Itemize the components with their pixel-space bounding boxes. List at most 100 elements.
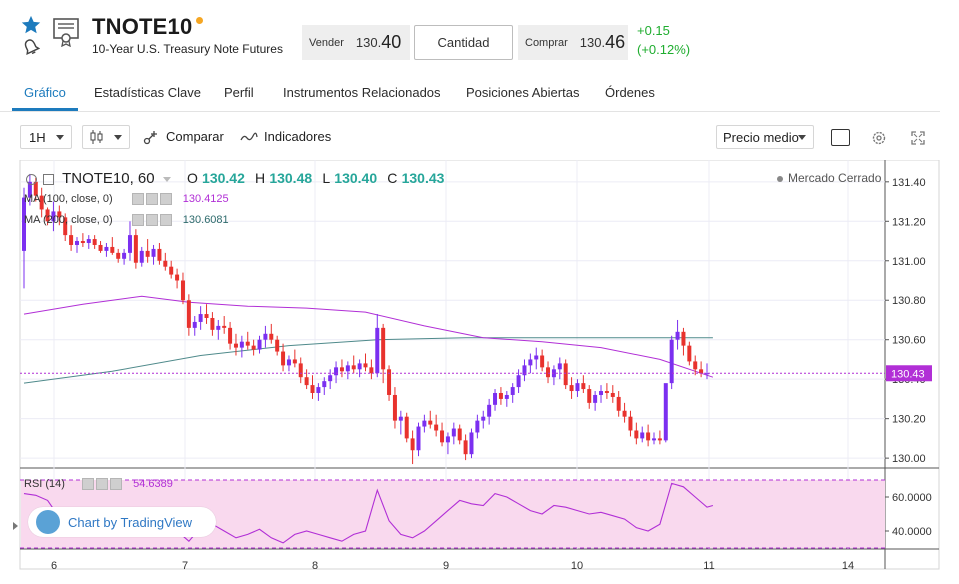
candle-body <box>416 426 421 451</box>
legend-low-value: 130.40 <box>334 170 378 186</box>
candle-body <box>39 195 44 210</box>
compare-button[interactable]: Comparar <box>166 129 224 144</box>
candle-body <box>634 430 639 439</box>
candle-body <box>145 250 150 257</box>
gear-icon[interactable] <box>871 130 887 146</box>
eye-icon[interactable] <box>82 478 95 491</box>
candle-body <box>357 363 362 370</box>
candle-body <box>269 333 274 340</box>
x-tick-label: 6 <box>51 560 57 572</box>
tradingview-badge[interactable]: Chart by TradingView <box>28 507 216 537</box>
chart-toolbar: 1H Comparar Indicadores Precio medio <box>0 122 940 154</box>
candle-body <box>457 428 462 441</box>
chevron-down-icon <box>56 135 64 140</box>
candlestick-icon <box>90 130 103 144</box>
candle-body <box>27 181 32 198</box>
chart-area[interactable]: 6 7 8 9 10 11 14 131.40 131.20 131.00 130.80 130.60… <box>0 160 959 584</box>
compare-icon[interactable] <box>143 130 161 146</box>
settings-icon[interactable] <box>145 193 158 206</box>
rsi-value: 54.6389 <box>133 478 173 490</box>
candle-body <box>510 387 515 395</box>
candle-body <box>640 432 645 439</box>
legend-collapse-icon[interactable] <box>26 173 37 185</box>
candle-body <box>593 394 598 403</box>
candle-body <box>275 339 280 352</box>
indicators-button[interactable]: Indicadores <box>264 129 332 144</box>
candle-body <box>198 314 203 322</box>
price-type-value: Precio medio <box>723 129 799 145</box>
tab-estadisticas-clave[interactable]: Estadísticas Clave <box>94 85 201 100</box>
indicators-icon[interactable] <box>240 130 258 146</box>
status-indicator <box>777 175 783 182</box>
candle-body <box>581 383 586 390</box>
tab-instrumentos-relacionados[interactable]: Instrumentos Relacionados <box>283 85 441 100</box>
status-dot <box>196 17 203 24</box>
tab-posiciones-abiertas[interactable]: Posiciones Abiertas <box>466 85 580 100</box>
tab-perfil[interactable]: Perfil <box>224 85 254 100</box>
ma100-controls <box>131 193 174 206</box>
candle-body <box>298 363 303 378</box>
price-change: +0.15 (+0.12%) <box>637 21 690 59</box>
candle-body <box>557 363 562 370</box>
y-tick-label: 131.20 <box>892 216 926 228</box>
candle-body <box>86 239 91 243</box>
candle-body <box>375 327 380 374</box>
candle-body <box>675 331 680 340</box>
candle-body <box>180 280 185 301</box>
eye-icon[interactable] <box>131 214 144 227</box>
candle-body <box>504 394 509 399</box>
candle-body <box>599 391 604 395</box>
snapshot-icon[interactable] <box>831 129 850 146</box>
candle-body <box>534 355 539 360</box>
candle-body <box>369 367 374 374</box>
candle-body <box>22 197 26 251</box>
candle-body <box>481 416 486 421</box>
candle-body <box>245 341 250 346</box>
sell-button[interactable]: Vender 130. 40 <box>302 25 410 60</box>
interval-select[interactable]: 1H <box>20 125 72 149</box>
eye-icon[interactable] <box>131 193 144 206</box>
y-tick-label: 131.00 <box>892 256 926 268</box>
tab-grafico[interactable]: Gráfico <box>24 85 66 100</box>
candle-body <box>204 314 209 318</box>
tab-ordenes[interactable]: Órdenes <box>605 85 655 100</box>
settings-icon[interactable] <box>96 478 109 491</box>
close-icon[interactable] <box>159 193 172 206</box>
candle-body <box>304 377 309 386</box>
y-tick-label: 130.80 <box>892 295 926 307</box>
quantity-button[interactable]: Cantidad <box>414 25 513 60</box>
legend-box-icon[interactable] <box>43 173 55 185</box>
x-tick-label: 8 <box>312 560 318 572</box>
star-icon[interactable] <box>20 14 42 36</box>
candle-body <box>392 394 397 421</box>
price-type-select[interactable]: Precio medio <box>716 125 814 149</box>
header-icons <box>20 14 44 56</box>
candle-body <box>463 440 468 455</box>
legend-high-label: H <box>255 170 266 186</box>
candle-body <box>616 396 621 411</box>
candle-body <box>493 393 498 405</box>
tradingview-logo-icon <box>36 510 60 534</box>
candle-body <box>363 363 368 368</box>
settings-icon[interactable] <box>145 214 158 227</box>
certificate-icon[interactable] <box>52 17 80 47</box>
candle-body <box>127 235 132 253</box>
chevron-down-icon[interactable] <box>162 176 171 182</box>
close-icon[interactable] <box>110 478 123 491</box>
candle-body <box>163 260 168 267</box>
candle-body <box>669 339 674 384</box>
legend-ma200: MA (200, close, 0) 130.6081 <box>24 214 229 227</box>
candle-body <box>440 430 445 443</box>
candle-body <box>175 274 180 281</box>
legend-rsi: RSI (14) 54.6389 <box>24 478 173 491</box>
fullscreen-icon[interactable] <box>911 131 925 145</box>
buy-button[interactable]: Comprar 130. 46 <box>518 25 628 60</box>
legend-close-value: 130.43 <box>401 170 445 186</box>
chart-type-select[interactable] <box>82 125 130 149</box>
candle-body <box>422 420 427 427</box>
bell-icon[interactable] <box>22 38 40 56</box>
market-status-text: Mercado Cerrado <box>788 171 882 185</box>
active-tab-indicator <box>12 108 78 111</box>
close-icon[interactable] <box>159 214 172 227</box>
rsi-controls <box>82 478 124 491</box>
